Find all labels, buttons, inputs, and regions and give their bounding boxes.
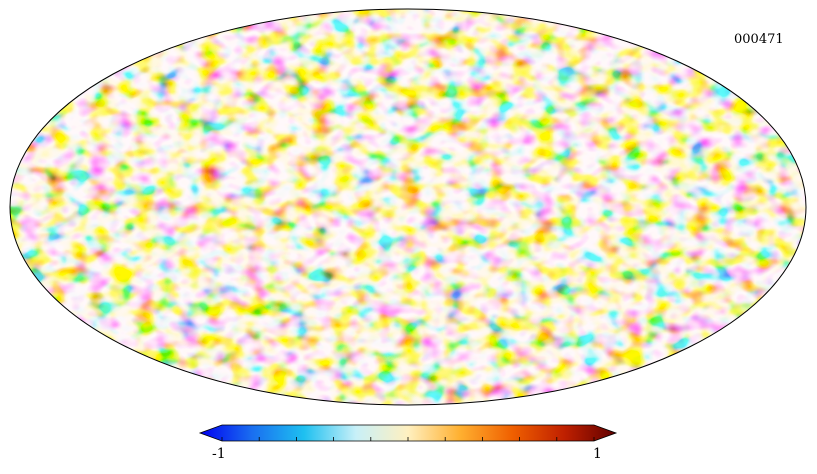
colorbar-ticks — [221, 437, 595, 441]
map-id-label: 000471 — [734, 32, 784, 47]
mollweide-sky-map — [9, 8, 807, 406]
map-outline — [9, 8, 807, 406]
colorbar — [198, 424, 618, 442]
colorbar-max-label: 1 — [593, 446, 602, 462]
temperature-field — [10, 9, 806, 405]
colorbar-min-label: -1 — [212, 446, 226, 462]
